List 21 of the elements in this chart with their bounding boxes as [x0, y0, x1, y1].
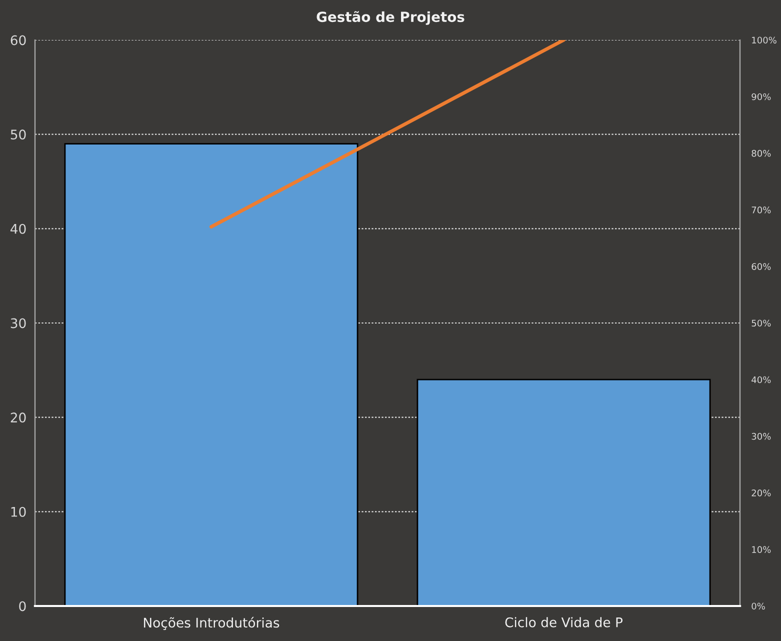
y2-tick-label: 80%	[752, 150, 771, 157]
y-tick-label: 60	[10, 35, 26, 46]
y-tick-label: 50	[10, 130, 26, 140]
y2-tick-label: 60%	[752, 263, 771, 270]
y-tick-label: 40	[10, 224, 26, 234]
y2-tick-label: 70%	[752, 206, 771, 214]
y2-tick-label: 50%	[752, 320, 771, 327]
y2-tick-label: 40%	[752, 376, 771, 384]
y2-tick-label: 30%	[752, 432, 771, 440]
y-tick-label: 20	[10, 412, 26, 423]
y2-tick-label: 100%	[752, 36, 776, 44]
x-tick-label: Ciclo de Vida de P	[505, 617, 623, 628]
y2-tick-label: 90%	[752, 93, 771, 100]
chart-title: Gestão de Projetos	[316, 11, 464, 25]
y-tick-label: 10	[11, 506, 26, 517]
y-tick-label: 0	[19, 601, 26, 612]
y-tick-label: 30	[10, 318, 26, 328]
y2-tick-label: 10%	[752, 546, 771, 553]
x-tick-label: Noções Introdutórias	[144, 616, 280, 630]
y2-tick-label: 0%	[752, 602, 765, 610]
y2-tick-label: 20%	[752, 490, 771, 496]
